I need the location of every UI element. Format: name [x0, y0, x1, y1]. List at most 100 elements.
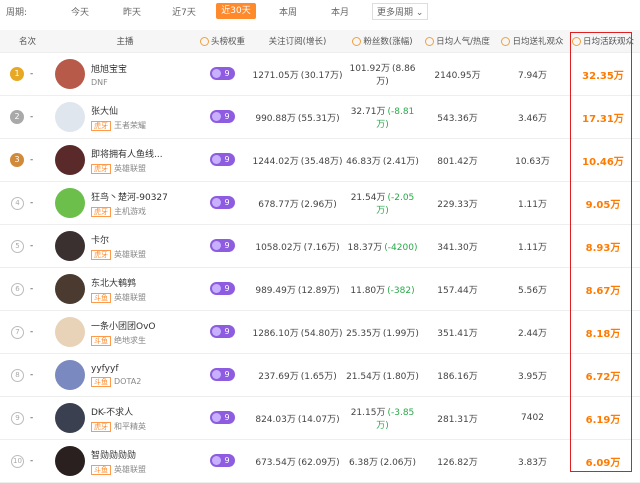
header-cell: 名次	[0, 35, 55, 47]
gifters-cell: 5.56万	[517, 285, 548, 296]
weight-icon	[212, 112, 222, 121]
follow-growth: (30.17万)	[300, 70, 343, 81]
info-icon	[501, 36, 511, 46]
period-tab[interactable]: 昨天	[122, 7, 141, 18]
host-name[interactable]: 张大仙	[91, 106, 119, 117]
rank-cell: 9-	[0, 411, 55, 425]
host-info: 智勋勋勋勋 斗鱼 英雄联盟	[91, 448, 146, 475]
period-tab[interactable]: 本周	[278, 7, 297, 18]
platform-tag: 斗鱼	[91, 464, 111, 475]
follow-growth: (35.48万)	[300, 156, 343, 167]
period-tab[interactable]: 近7天	[172, 7, 196, 18]
table-row[interactable]: 1- 旭旭宝宝 DNF 9 1271.05万 (30.17万) 101.92万 (8.86万)…	[0, 53, 640, 96]
fans-change: (1.80万)	[382, 371, 419, 382]
popularity-cell: 2140.95万	[434, 70, 481, 81]
period-tab[interactable]: 近30天	[216, 3, 256, 19]
platform-tag: 斗鱼	[91, 376, 111, 387]
weight-badge: 9	[210, 454, 235, 467]
platform-tag: 虎牙	[91, 421, 111, 432]
table-row[interactable]: 3- 即将拥有人鱼线... 虎牙 英雄联盟 9 1244.02万 (35.48万) 46.83…	[0, 139, 640, 182]
host-name[interactable]: 即将拥有人鱼线...	[91, 149, 163, 160]
weight-value: 9	[224, 370, 230, 379]
host-name[interactable]: 智勋勋勋勋	[91, 450, 137, 461]
table-row[interactable]: 4- 狂鸟丶楚河-90327 虎牙 主机游戏 9 678.77万 (2.96万) 21.54万…	[0, 182, 640, 225]
host-sub: 斗鱼 英雄联盟	[91, 292, 146, 303]
table-row[interactable]: 9- DK-不求人 虎牙 和平精英 9 824.03万 (14.07万) 21.15万 (-3.…	[0, 397, 640, 440]
active-cell: 6.09万	[585, 457, 621, 469]
weight-badge: 9	[210, 153, 235, 166]
follow-cell: 678.77万 (2.96万)	[250, 197, 345, 210]
host-name[interactable]: DK-不求人	[91, 407, 134, 418]
rank-cell: 2-	[0, 110, 55, 124]
fans-cell: 18.37万 (-4200)	[345, 240, 420, 253]
host-info: 东北大鹌鹑斗鱼 英雄联盟	[91, 276, 146, 303]
host-name[interactable]: 卡尔	[91, 235, 110, 246]
follow-cell: 673.54万 (62.09万)	[250, 455, 345, 468]
table-row[interactable]: 7- 一条小团团OvO 斗鱼 绝地求生 9 1286.10万 (54.80万) 25.35万(…	[0, 311, 640, 354]
table-row[interactable]: 10- 智勋勋勋勋 斗鱼 英雄联盟 9 673.54万 (62.09万) 6.38万 (2.06…	[0, 440, 640, 483]
weight-value: 9	[224, 327, 230, 336]
host-name[interactable]: 旭旭宝宝	[91, 64, 128, 75]
period-tab[interactable]: 今天	[70, 7, 89, 18]
weight-icon	[212, 413, 222, 422]
host-cell: DK-不求人 虎牙 和平精英	[55, 403, 195, 433]
info-icon	[425, 36, 435, 46]
header-text: 日均活跃观众	[582, 37, 634, 47]
header-text: 日均人气/热度	[436, 37, 490, 47]
weight-badge: 9	[210, 239, 235, 252]
active-cell: 8.93万	[585, 242, 621, 254]
follow-value: 990.88万	[255, 113, 296, 124]
fans-value: 21.54万	[350, 193, 386, 203]
rank-cell: 3-	[0, 153, 55, 167]
follow-value: 1058.02万	[255, 242, 302, 253]
header-text: 主播	[116, 37, 134, 47]
more-periods[interactable]: 更多周期 ⌄	[372, 2, 429, 20]
fans-value: 11.80万	[350, 285, 386, 296]
fans-cell: 101.92万 (8.86万)	[345, 61, 420, 87]
game-name: DNF	[91, 77, 108, 87]
weight-cell: 9	[195, 454, 250, 468]
gifters-cell: 10.63万	[515, 156, 550, 167]
weight-cell: 9	[195, 153, 250, 167]
platform-tag: 斗鱼	[91, 335, 111, 346]
active-cell: 8.67万	[585, 285, 621, 297]
weight-value: 9	[224, 456, 230, 465]
follow-growth: (62.09万)	[297, 457, 340, 468]
header-cell: 头榜权重	[195, 35, 250, 47]
follow-value: 824.03万	[255, 414, 296, 425]
host-cell: 狂鸟丶楚河-90327 虎牙 主机游戏	[55, 188, 195, 218]
table-row[interactable]: 8- yyfyyf 斗鱼 DOTA2 9 237.69万 (1.65万) 21.54万 (1.8…	[0, 354, 640, 397]
fans-value: 46.83万	[346, 156, 381, 167]
host-name[interactable]: 狂鸟丶楚河-90327	[91, 192, 168, 203]
info-icon	[199, 36, 209, 46]
follow-cell: 1058.02万 (7.16万)	[250, 240, 345, 253]
game-name: 和平精英	[114, 421, 146, 431]
host-cell: 智勋勋勋勋 斗鱼 英雄联盟	[55, 446, 195, 476]
fans-cell: 6.38万 (2.06万)	[345, 455, 420, 468]
active-cell: 8.18万	[585, 328, 621, 340]
fans-change: (1.99万)	[382, 328, 419, 339]
rank-change: -	[30, 241, 34, 251]
table-row[interactable]: 2- 张大仙 虎牙 王者荣耀 9 990.88万 (55.31万) 32.71万 (-8.81万…	[0, 96, 640, 139]
game-name: 主机游戏	[114, 206, 146, 216]
weight-badge: 9	[210, 368, 235, 381]
header-text: 粉丝数(涨幅)	[363, 37, 413, 47]
avatar	[55, 360, 85, 390]
follow-value: 673.54万	[255, 457, 296, 468]
table-row[interactable]: 6- 东北大鹌鹑 斗鱼 英雄联盟 9 989.49万 (12.89万) 11.80万 (-382…	[0, 268, 640, 311]
game-name: DOTA2	[114, 376, 142, 386]
popularity-cell: 801.42万	[437, 156, 478, 167]
rank-badge: 2	[10, 110, 24, 124]
follow-value: 678.77万	[258, 199, 299, 210]
host-name[interactable]: yyfyyf	[91, 363, 119, 374]
weight-icon	[212, 284, 222, 293]
platform-tag: 虎牙	[91, 163, 111, 174]
period-tab[interactable]: 本月	[330, 7, 349, 18]
host-name[interactable]: 一条小团团OvO	[91, 321, 156, 332]
avatar	[55, 446, 85, 476]
fans-value: 101.92万	[349, 64, 390, 74]
avatar	[55, 274, 85, 304]
host-name[interactable]: 东北大鹌鹑	[91, 278, 137, 289]
table-row[interactable]: 5- 卡尔 虎牙 英雄联盟 9 1058.02万 (7.16万) 18.37万 (-4200) 3…	[0, 225, 640, 268]
popularity-cell: 229.33万	[437, 199, 478, 210]
